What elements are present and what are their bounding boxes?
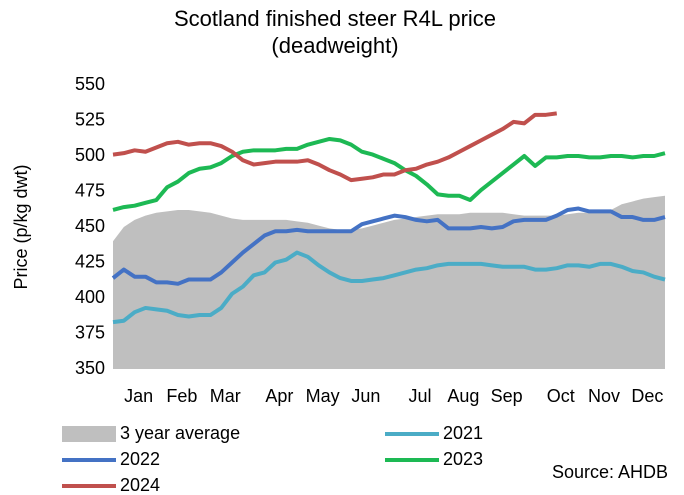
legend-swatch [62,426,116,442]
y-tick-label: 400 [75,287,105,307]
line [111,206,666,286]
y-tick-label: 475 [75,180,105,200]
x-tick-label: Dec [631,386,663,406]
chart-title: (deadweight) [271,33,398,58]
x-tick-label: Nov [588,386,620,406]
x-tick-label: Aug [447,386,479,406]
legend-label: 2023 [443,449,483,469]
x-tick-label: Sep [491,386,523,406]
y-tick-label: 425 [75,251,105,271]
legend-label: 2021 [443,423,483,443]
y-axis-label: Price (p/kg dwt) [11,164,31,289]
y-tick-label: 350 [75,358,105,378]
legend-label: 3 year average [120,423,240,443]
y-tick-label: 375 [75,322,105,342]
chart-title: Scotland finished steer R4L price [174,6,496,31]
source: Source: AHDB [552,462,668,482]
line [112,136,666,212]
x-tick-label: Oct [547,386,575,406]
x-tick-label: Apr [265,386,293,406]
x-tick-label: Jun [351,386,380,406]
x-tick-label: Jul [409,386,432,406]
area [113,195,665,369]
x-tick-label: Mar [210,386,241,406]
y-tick-label: 550 [75,74,105,94]
y-tick-label: 525 [75,109,105,129]
y-tick-label: 450 [75,216,105,236]
x-tick-label: Feb [166,386,197,406]
legend-label: 2022 [120,449,160,469]
legend-label: 2024 [120,475,160,495]
x-tick-label: May [306,386,340,406]
x-tick-label: Jan [124,386,153,406]
line [112,250,666,325]
line [112,111,558,183]
y-tick-label: 500 [75,145,105,165]
